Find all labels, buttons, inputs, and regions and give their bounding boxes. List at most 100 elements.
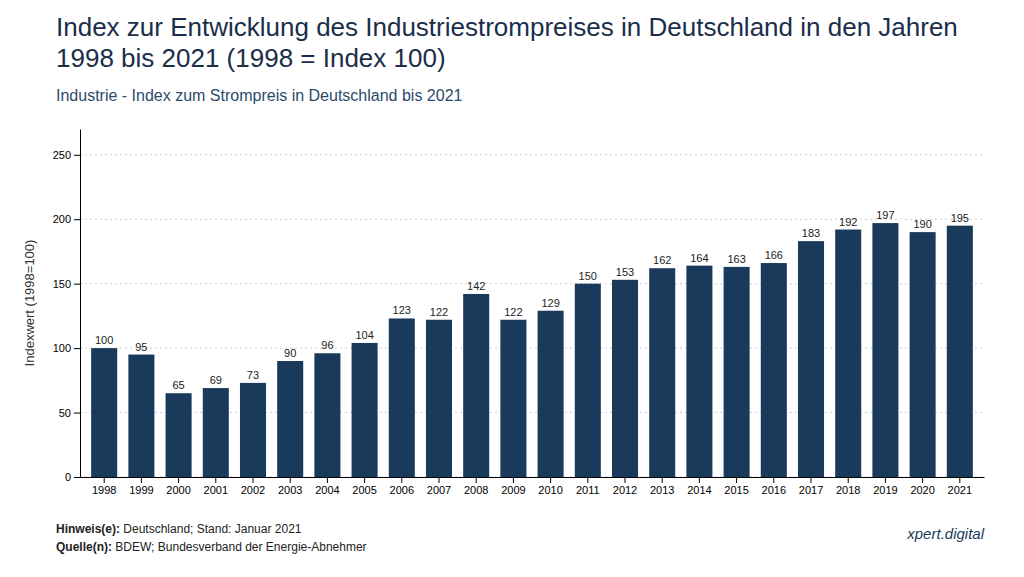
x-tick: 2007 bbox=[427, 477, 451, 496]
x-tick-label: 2021 bbox=[948, 484, 972, 496]
subtitle: Industrie - Index zum Strompreis in Deut… bbox=[56, 87, 463, 104]
y-tick-label: 250 bbox=[53, 149, 71, 161]
title: Index zur Entwicklung des Industriestrom… bbox=[56, 12, 958, 73]
bar bbox=[128, 355, 154, 477]
bar bbox=[500, 320, 526, 477]
bar bbox=[277, 361, 303, 477]
x-tick: 2006 bbox=[390, 477, 414, 496]
x-axis: 1998199920002001200220032004200520062007… bbox=[81, 477, 985, 496]
x-tick-label: 2020 bbox=[910, 484, 934, 496]
brand: xpert.digital bbox=[906, 525, 984, 542]
x-tick: 2015 bbox=[724, 477, 748, 496]
x-tick-mark bbox=[699, 477, 700, 483]
data-label: 104 bbox=[355, 329, 373, 341]
x-tick-mark bbox=[848, 477, 849, 483]
x-tick: 2008 bbox=[464, 477, 488, 496]
data-label: 190 bbox=[913, 218, 931, 230]
x-tick-label: 2003 bbox=[278, 484, 302, 496]
data-label: 192 bbox=[839, 216, 857, 228]
data-label: 197 bbox=[876, 209, 894, 221]
plot: 1009565697390961041231221421221291501531… bbox=[53, 130, 985, 496]
data-labels: 1009565697390961041231221421221291501531… bbox=[95, 209, 969, 391]
y-axis-title: Indexwert (1998=100) bbox=[22, 240, 37, 367]
y-tick: 100 bbox=[53, 342, 80, 354]
x-tick: 2014 bbox=[687, 477, 711, 496]
data-label: 96 bbox=[321, 339, 333, 351]
x-tick-mark bbox=[364, 477, 365, 483]
x-tick: 2017 bbox=[799, 477, 823, 496]
footnote: Hinweis(e): Deutschland; Stand: Januar 2… bbox=[56, 522, 302, 536]
y-tick-label: 50 bbox=[59, 407, 71, 419]
data-label: 183 bbox=[802, 227, 820, 239]
x-tick-label: 2002 bbox=[241, 484, 265, 496]
x-tick: 2002 bbox=[241, 477, 265, 496]
bar bbox=[463, 294, 489, 477]
y-tick-label: 0 bbox=[65, 471, 71, 483]
y-tick: 150 bbox=[53, 278, 80, 290]
x-tick-mark bbox=[476, 477, 477, 483]
grid bbox=[80, 155, 984, 477]
y-tick-mark bbox=[74, 284, 80, 285]
bar bbox=[761, 263, 787, 477]
y-tick-label: 100 bbox=[53, 342, 71, 354]
bars bbox=[91, 223, 973, 477]
x-tick-label: 2000 bbox=[166, 484, 190, 496]
x-tick-label: 2011 bbox=[576, 484, 600, 496]
x-tick: 2013 bbox=[650, 477, 674, 496]
y-tick-mark bbox=[74, 477, 80, 478]
y-axis: 0 50 100 150 200 250 bbox=[53, 130, 81, 484]
bar bbox=[166, 393, 192, 477]
x-tick-label: 1999 bbox=[129, 484, 153, 496]
data-label: 123 bbox=[393, 304, 411, 316]
x-tick-label: 2009 bbox=[501, 484, 525, 496]
x-tick: 2009 bbox=[501, 477, 525, 496]
x-tick-mark bbox=[104, 477, 105, 483]
x-tick-mark bbox=[662, 477, 663, 483]
x-tick: 1999 bbox=[129, 477, 153, 496]
data-label: 195 bbox=[951, 212, 969, 224]
x-tick-mark bbox=[625, 477, 626, 483]
x-tick-label: 2015 bbox=[724, 484, 748, 496]
x-tick-label: 2017 bbox=[799, 484, 823, 496]
x-tick-mark bbox=[401, 477, 402, 483]
y-tick-mark bbox=[74, 155, 80, 156]
bar bbox=[798, 241, 824, 477]
data-label: 162 bbox=[653, 254, 671, 266]
x-tick: 2003 bbox=[278, 477, 302, 496]
x-tick-label: 2001 bbox=[204, 484, 228, 496]
bar bbox=[240, 383, 266, 477]
x-tick-mark bbox=[513, 477, 514, 483]
y-tick-label: 150 bbox=[53, 278, 71, 290]
x-tick: 2018 bbox=[836, 477, 860, 496]
bar bbox=[872, 223, 898, 477]
x-tick: 2020 bbox=[910, 477, 934, 496]
bar bbox=[426, 320, 452, 477]
x-tick: 1998 bbox=[92, 477, 116, 496]
data-label: 73 bbox=[247, 369, 259, 381]
bar bbox=[314, 353, 340, 477]
x-tick-mark bbox=[922, 477, 923, 483]
bar bbox=[538, 311, 564, 477]
footnote: Quelle(n): BDEW; Bundesverband der Energ… bbox=[56, 540, 367, 554]
x-tick-label: 2013 bbox=[650, 484, 674, 496]
x-tick: 2005 bbox=[352, 477, 376, 496]
x-tick-mark bbox=[885, 477, 886, 483]
x-tick: 2011 bbox=[576, 477, 600, 496]
data-label: 69 bbox=[210, 374, 222, 386]
grid-line bbox=[80, 154, 984, 155]
bar bbox=[686, 266, 712, 477]
bar bbox=[352, 343, 378, 477]
bar bbox=[612, 280, 638, 477]
x-tick-mark bbox=[438, 477, 439, 483]
x-tick-mark bbox=[550, 477, 551, 483]
data-label: 129 bbox=[541, 297, 559, 309]
data-label: 100 bbox=[95, 334, 113, 346]
x-tick-mark bbox=[178, 477, 179, 483]
bar bbox=[389, 318, 415, 477]
x-tick-label: 2014 bbox=[687, 484, 711, 496]
y-tick: 200 bbox=[53, 213, 80, 225]
data-label: 164 bbox=[690, 252, 708, 264]
data-label: 150 bbox=[579, 270, 597, 282]
x-tick-label: 2018 bbox=[836, 484, 860, 496]
data-label: 142 bbox=[467, 280, 485, 292]
